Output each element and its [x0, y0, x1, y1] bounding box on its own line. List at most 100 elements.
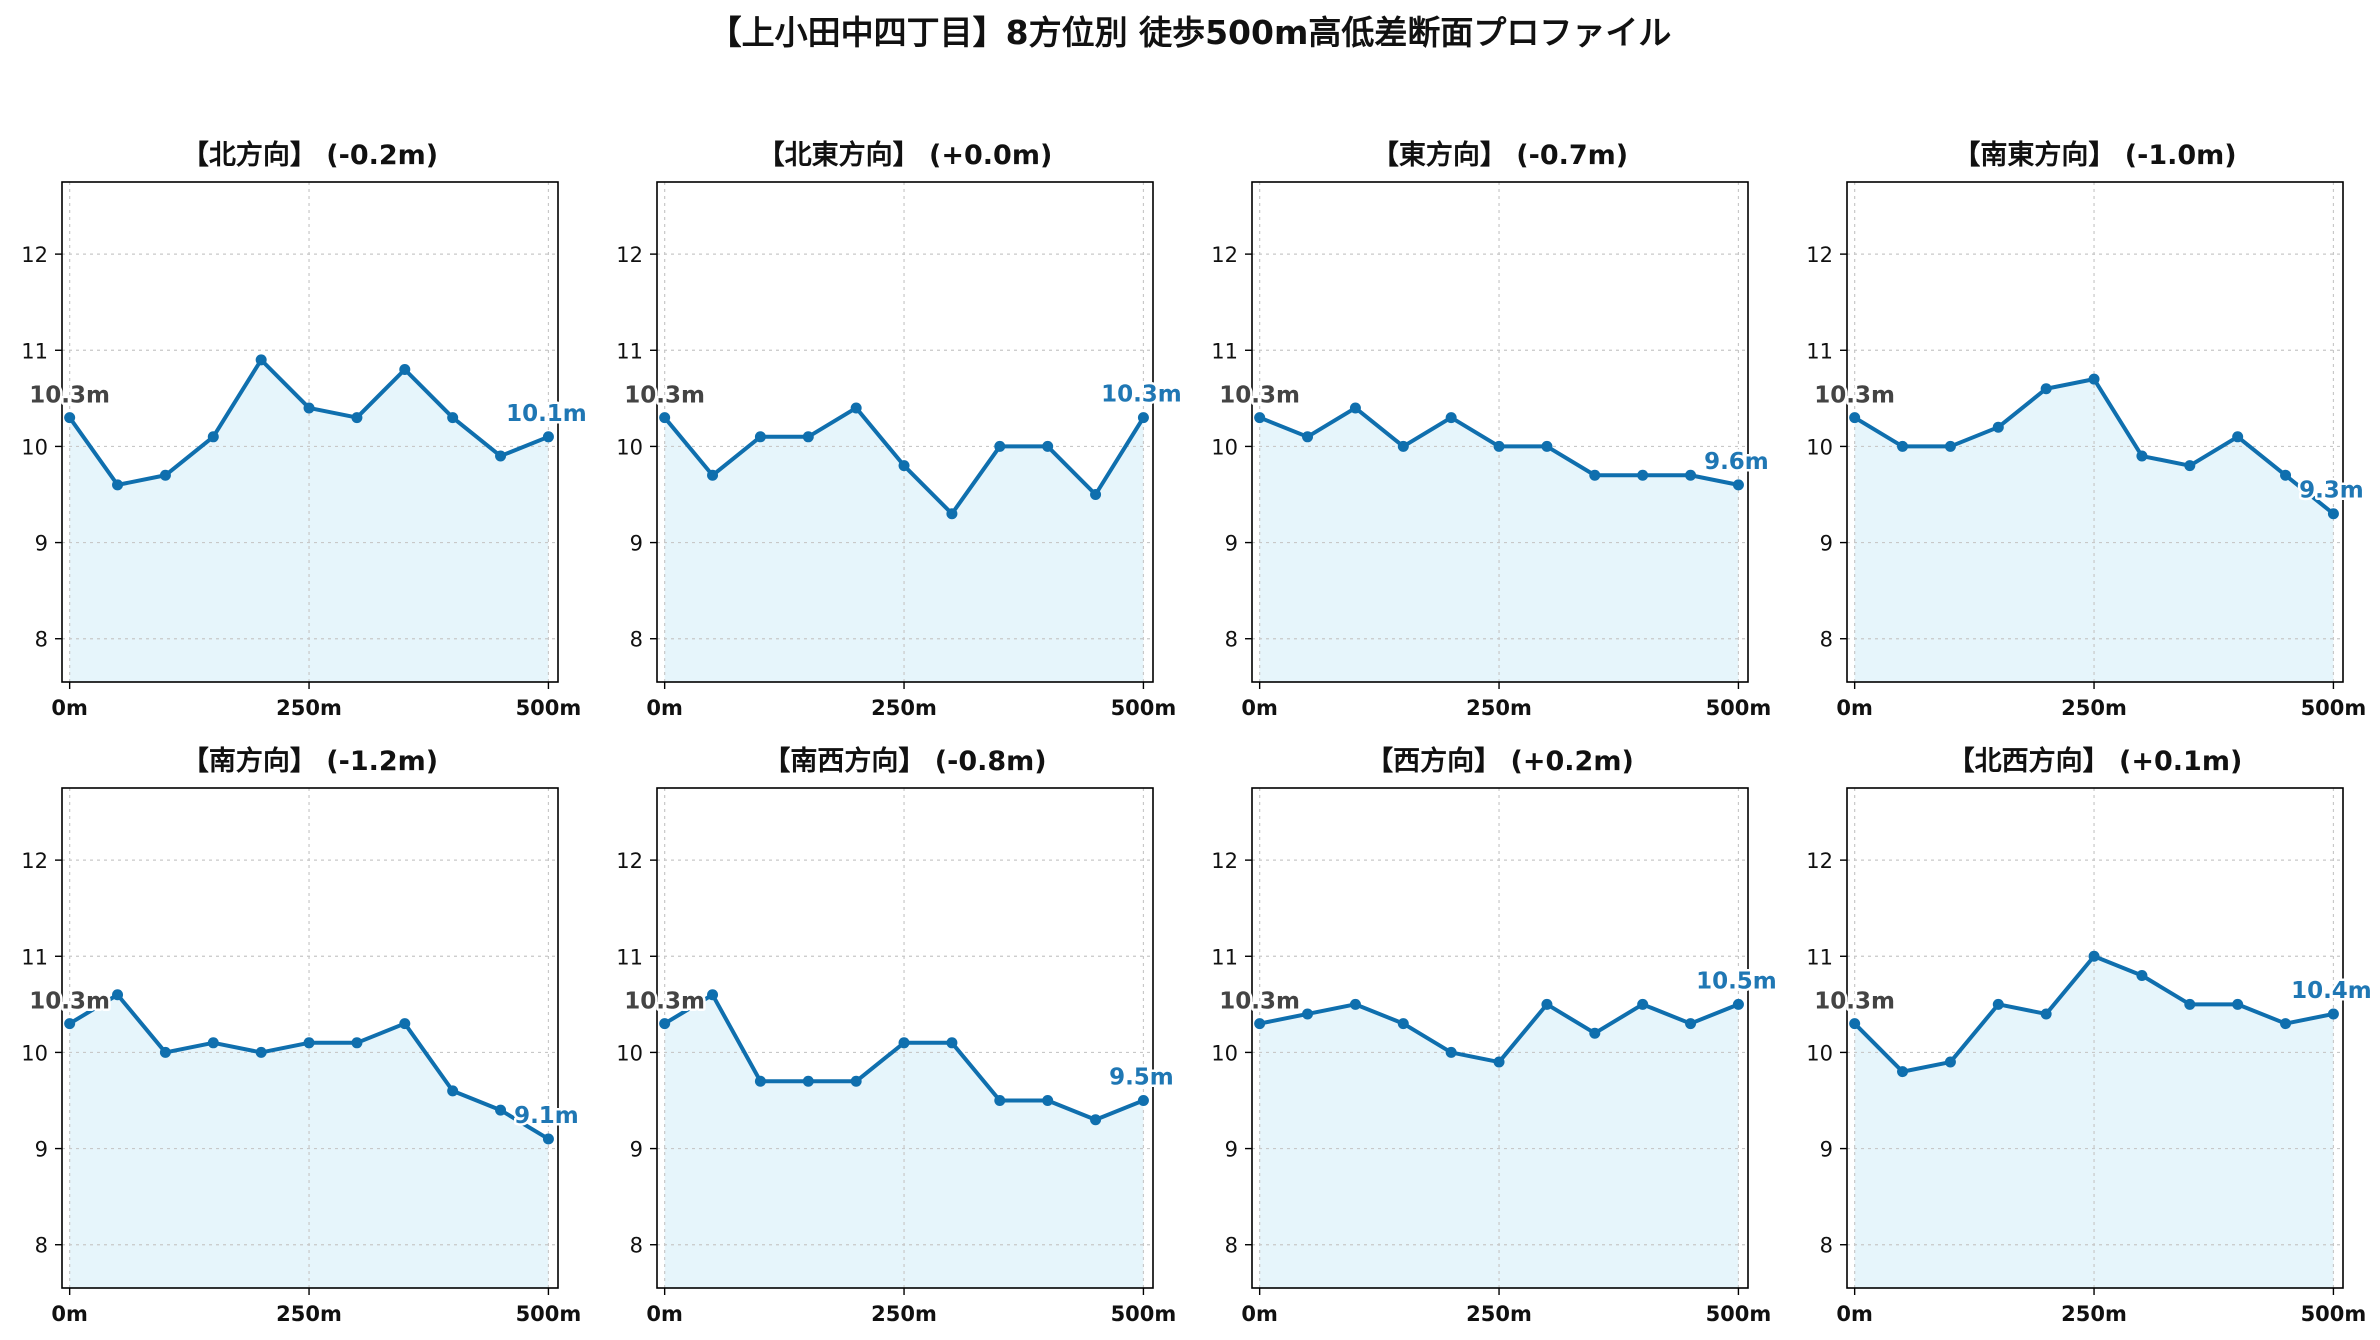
data-point	[447, 1085, 459, 1097]
figure-title: 【上小田中四丁目】8方位別 徒歩500m高低差断面プロファイル	[709, 13, 1672, 52]
data-point	[399, 364, 411, 375]
y-tick-label: 9	[630, 532, 643, 556]
data-point	[351, 1037, 363, 1049]
end-value-label: 10.5m	[1696, 968, 1777, 994]
data-point	[898, 1037, 910, 1049]
subplot-4: 【南東方向】 (-1.0m) 8 9 10 11 12 0m 250m 500m 10.3m 9.3…	[1806, 139, 2366, 720]
data-point	[1944, 1056, 1956, 1068]
data-point	[1254, 412, 1266, 424]
y-tick-label: 10	[616, 435, 643, 459]
y-tick-label: 8	[1820, 628, 1833, 652]
data-point	[1541, 440, 1553, 452]
data-point	[850, 1075, 862, 1087]
subplot-3: 【東方向】 (-0.7m) 8 9 10 11 12 0m 250m 500m 10.3m 9.6m	[1211, 139, 1771, 720]
x-tick-label: 250m	[2061, 696, 2127, 720]
area-fill	[1854, 379, 2334, 682]
data-point	[754, 1075, 766, 1087]
start-value-label: 10.3m	[1814, 383, 1895, 409]
data-point	[255, 354, 267, 366]
x-tick-label: 500m	[516, 696, 582, 720]
y-tick-label: 9	[1820, 1138, 1833, 1162]
data-point	[994, 440, 1006, 452]
y-tick-label: 8	[1225, 628, 1238, 652]
data-point	[303, 402, 315, 414]
data-point	[1397, 440, 1409, 452]
end-value-label: 9.1m	[514, 1103, 579, 1129]
x-tick-label: 250m	[871, 696, 937, 720]
data-point	[2327, 1008, 2339, 1020]
end-value-label: 9.3m	[2299, 478, 2364, 504]
data-point	[802, 431, 814, 443]
data-point	[2232, 431, 2244, 443]
end-value-label: 10.1m	[506, 401, 587, 427]
data-point	[1137, 1095, 1149, 1106]
start-value-label: 10.3m	[29, 383, 110, 409]
y-tick-label: 9	[35, 532, 48, 556]
data-point	[1090, 1114, 1102, 1126]
start-value-label: 10.3m	[1814, 989, 1895, 1015]
y-tick-label: 11	[1806, 339, 1833, 363]
data-point	[1637, 998, 1649, 1010]
data-point	[1992, 421, 2004, 433]
y-tick-label: 12	[21, 243, 48, 267]
x-tick-label: 500m	[2301, 696, 2367, 720]
end-value-label: 9.5m	[1109, 1065, 1174, 1091]
y-tick-label: 12	[1211, 849, 1238, 873]
data-point	[2088, 373, 2100, 385]
x-tick-label: 500m	[1706, 696, 1772, 720]
end-value-label: 9.6m	[1704, 449, 1769, 475]
y-tick-label: 8	[35, 1234, 48, 1258]
data-point	[399, 1018, 411, 1030]
data-point	[159, 1046, 171, 1058]
data-point	[1445, 412, 1457, 424]
x-tick-label: 250m	[1466, 1302, 1532, 1326]
data-point	[1349, 402, 1361, 414]
data-point	[112, 479, 124, 491]
y-tick-label: 11	[616, 945, 643, 969]
axes-frame	[1251, 787, 1749, 1289]
x-tick-label: 0m	[1836, 696, 1873, 720]
data-point	[2040, 1008, 2052, 1020]
y-tick-label: 9	[630, 1138, 643, 1162]
data-point	[447, 412, 459, 424]
subplot-title: 【南西方向】 (-0.8m)	[763, 745, 1046, 777]
axes-frame	[656, 787, 1154, 1289]
y-tick-label: 9	[1225, 1138, 1238, 1162]
data-point	[1637, 469, 1649, 481]
end-value-label: 10.4m	[2291, 978, 2372, 1004]
y-tick-label: 11	[1211, 339, 1238, 363]
data-point	[1685, 469, 1697, 481]
subplot-1: 【北方向】 (-0.2m) 8 9 10 11 12 0m 250m 500m 10.3m 10.1…	[21, 139, 589, 720]
data-point	[1042, 1095, 1054, 1106]
axes-frame	[656, 181, 1154, 683]
x-tick-label: 0m	[1836, 1302, 1873, 1326]
data-point	[1732, 998, 1744, 1010]
x-tick-label: 500m	[1706, 1302, 1772, 1326]
y-tick-label: 11	[21, 945, 48, 969]
data-point	[850, 402, 862, 414]
subplot-title: 【南東方向】 (-1.0m)	[1953, 139, 2236, 171]
data-point	[659, 1018, 671, 1030]
y-tick-label: 8	[1225, 1234, 1238, 1258]
data-point	[898, 460, 910, 472]
data-point	[2088, 950, 2100, 962]
start-value-label: 10.3m	[29, 989, 110, 1015]
data-point	[2136, 450, 2148, 462]
data-point	[659, 412, 671, 424]
x-tick-label: 500m	[1111, 1302, 1177, 1326]
data-point	[207, 431, 219, 443]
data-point	[1685, 1018, 1697, 1030]
data-point	[1493, 440, 1505, 452]
data-point	[1090, 489, 1102, 500]
subplot-8: 【北西方向】 (+0.1m) 8 9 10 11 12 0m 250m 500m 10.3m 10.…	[1806, 745, 2374, 1326]
data-point	[754, 431, 766, 443]
axes-frame	[1251, 181, 1749, 683]
data-point	[1849, 1018, 1861, 1030]
axes-frame	[61, 787, 559, 1289]
data-point	[1445, 1046, 1457, 1058]
subplot-title: 【北西方向】 (+0.1m)	[1948, 745, 2243, 777]
data-point	[207, 1037, 219, 1049]
data-point	[303, 1037, 315, 1049]
y-tick-label: 10	[21, 435, 48, 459]
y-tick-label: 8	[630, 1234, 643, 1258]
